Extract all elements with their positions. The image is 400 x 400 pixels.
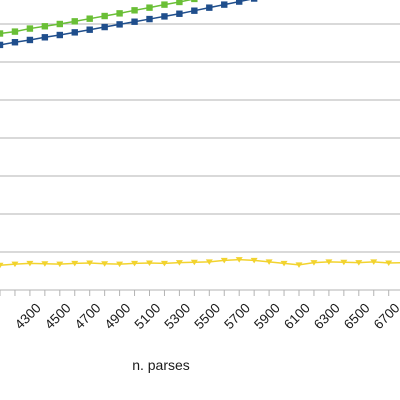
series-line xyxy=(0,0,251,46)
x-tick-label: 5900 xyxy=(251,300,283,332)
x-tick-label: 5300 xyxy=(161,300,193,332)
x-tick-label: 6700 xyxy=(371,300,400,332)
data-point xyxy=(176,0,183,6)
x-tick-label: 4900 xyxy=(102,300,134,332)
data-point xyxy=(340,259,348,266)
data-point xyxy=(146,260,153,267)
x-tick-label: 4700 xyxy=(72,300,104,332)
series-line xyxy=(0,0,193,35)
data-point xyxy=(71,18,78,25)
data-point xyxy=(11,261,19,268)
data-point xyxy=(41,261,49,267)
data-point xyxy=(146,4,153,11)
data-point xyxy=(101,12,108,20)
x-tick-label: 5700 xyxy=(221,300,253,332)
data-point xyxy=(265,259,273,265)
data-point xyxy=(191,7,198,14)
data-point xyxy=(11,28,19,35)
data-point xyxy=(191,0,198,3)
data-point xyxy=(0,262,4,269)
data-point xyxy=(161,1,168,8)
series-line xyxy=(0,258,400,267)
x-axis-title: n. parses xyxy=(132,357,190,373)
data-point xyxy=(190,259,198,266)
data-point xyxy=(116,261,124,268)
data-point xyxy=(86,26,93,33)
data-point xyxy=(131,7,138,14)
data-point xyxy=(71,29,78,36)
data-point xyxy=(160,260,168,267)
x-tick-label: 5100 xyxy=(132,300,164,332)
series-1 xyxy=(0,0,198,37)
data-point xyxy=(41,34,49,41)
data-point xyxy=(26,25,34,32)
data-point xyxy=(56,31,63,39)
data-point xyxy=(370,259,378,265)
data-point xyxy=(221,1,228,8)
x-tick-label: 4500 xyxy=(42,300,74,332)
data-point xyxy=(280,260,288,267)
data-point xyxy=(235,257,243,263)
x-tick-label: 6100 xyxy=(281,300,313,332)
data-point xyxy=(71,260,79,267)
data-point xyxy=(41,23,49,30)
data-point xyxy=(101,23,108,31)
data-point xyxy=(11,39,19,46)
data-point xyxy=(250,257,258,264)
data-point xyxy=(0,30,4,37)
data-point xyxy=(86,15,93,22)
data-point xyxy=(26,36,34,44)
series-layer xyxy=(0,0,400,269)
data-point xyxy=(205,259,213,265)
data-point xyxy=(116,10,123,17)
data-point xyxy=(131,18,138,25)
data-point xyxy=(56,261,64,268)
x-tick-labels: 4300450047004900510053005500570059006100… xyxy=(12,300,400,332)
data-point xyxy=(236,0,243,5)
data-point xyxy=(26,260,34,267)
x-tick-label: 4300 xyxy=(12,300,44,332)
data-point xyxy=(131,260,139,267)
data-point xyxy=(220,257,228,264)
data-point xyxy=(101,261,109,267)
data-point xyxy=(116,21,123,28)
data-point xyxy=(176,10,183,17)
series-3 xyxy=(0,257,400,269)
data-point xyxy=(295,262,303,268)
data-point xyxy=(250,0,258,2)
data-point xyxy=(355,260,363,266)
series-2 xyxy=(0,0,258,49)
data-point xyxy=(56,20,63,28)
data-point xyxy=(146,15,153,23)
data-point xyxy=(325,259,333,265)
x-tick-label: 6500 xyxy=(341,300,373,332)
data-point xyxy=(175,260,183,266)
gridlines xyxy=(0,23,400,253)
x-axis xyxy=(0,289,400,296)
data-point xyxy=(310,260,318,266)
data-point xyxy=(0,41,4,49)
data-point xyxy=(385,260,393,267)
data-point xyxy=(161,13,168,20)
x-tick-label: 6300 xyxy=(311,300,343,332)
x-tick-label: 5500 xyxy=(191,300,223,332)
data-point xyxy=(206,4,213,11)
data-point xyxy=(86,260,94,267)
